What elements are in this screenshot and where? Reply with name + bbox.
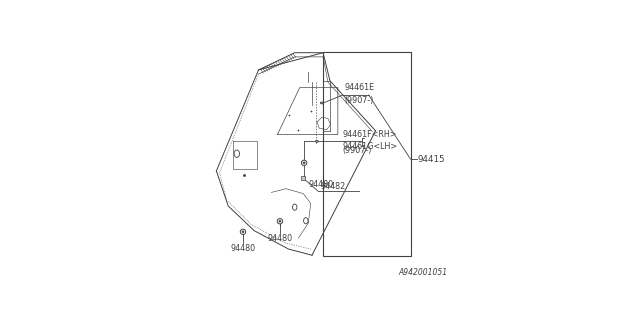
Text: A942001051: A942001051: [398, 268, 447, 277]
Circle shape: [277, 219, 283, 224]
Text: 94461G<LH>: 94461G<LH>: [343, 142, 398, 151]
Circle shape: [240, 229, 246, 235]
Text: (9907-): (9907-): [345, 96, 374, 105]
Text: 94482: 94482: [320, 182, 346, 191]
Text: 94480: 94480: [308, 180, 333, 189]
Circle shape: [303, 162, 305, 164]
Text: (9907-): (9907-): [343, 146, 372, 155]
Circle shape: [242, 231, 244, 233]
Ellipse shape: [321, 102, 323, 104]
Text: 94461F<RH>: 94461F<RH>: [343, 130, 397, 139]
Text: 94480: 94480: [268, 234, 292, 243]
Circle shape: [301, 160, 307, 165]
Text: 94461E: 94461E: [345, 83, 375, 92]
Ellipse shape: [316, 140, 318, 142]
Circle shape: [279, 220, 281, 222]
Text: 94415: 94415: [418, 155, 445, 164]
Text: 94480: 94480: [230, 244, 255, 253]
Bar: [323, 52, 410, 256]
